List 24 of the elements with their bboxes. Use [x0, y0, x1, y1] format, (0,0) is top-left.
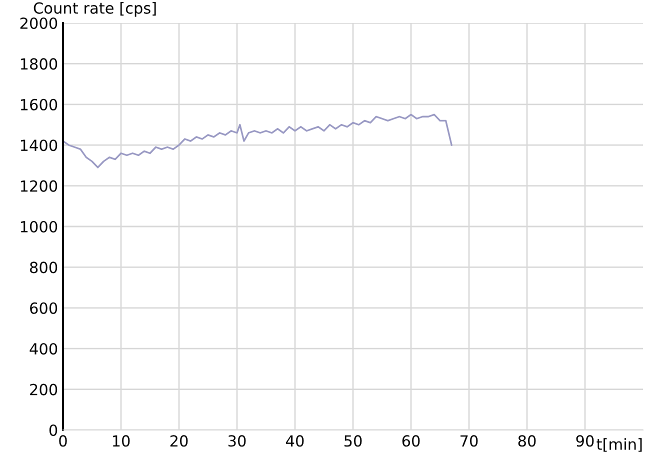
y-tick-label: 1600 [20, 98, 58, 110]
x-tick-label: 50 [344, 435, 362, 447]
y-tick-label: 1800 [20, 58, 58, 70]
y-tick-label: 1400 [20, 140, 58, 152]
x-axis-title: t[min] [596, 438, 642, 452]
y-tick-label: 2000 [20, 17, 58, 30]
y-tick-label: 400 [30, 343, 58, 355]
y-tick-label: 0 [49, 424, 58, 436]
y-tick-label: 200 [30, 384, 58, 396]
x-tick-label: 20 [170, 435, 188, 447]
x-tick-label: 30 [228, 435, 246, 447]
x-tick-label: 80 [518, 435, 536, 447]
x-tick-label: 0 [59, 435, 67, 447]
x-tick-label: 90 [576, 435, 594, 447]
x-tick-label: 10 [112, 435, 130, 447]
y-tick-label: 1200 [20, 180, 58, 192]
x-tick-label: 40 [286, 435, 304, 447]
y-tick-label: 1000 [20, 220, 58, 233]
x-tick-label: 70 [460, 435, 478, 447]
y-axis-title: Count rate [cps] [34, 2, 156, 17]
y-tick-label: 800 [30, 262, 58, 274]
y-tick-label: 600 [30, 302, 58, 314]
line-series [63, 114, 452, 168]
x-tick-label: 60 [402, 435, 420, 447]
